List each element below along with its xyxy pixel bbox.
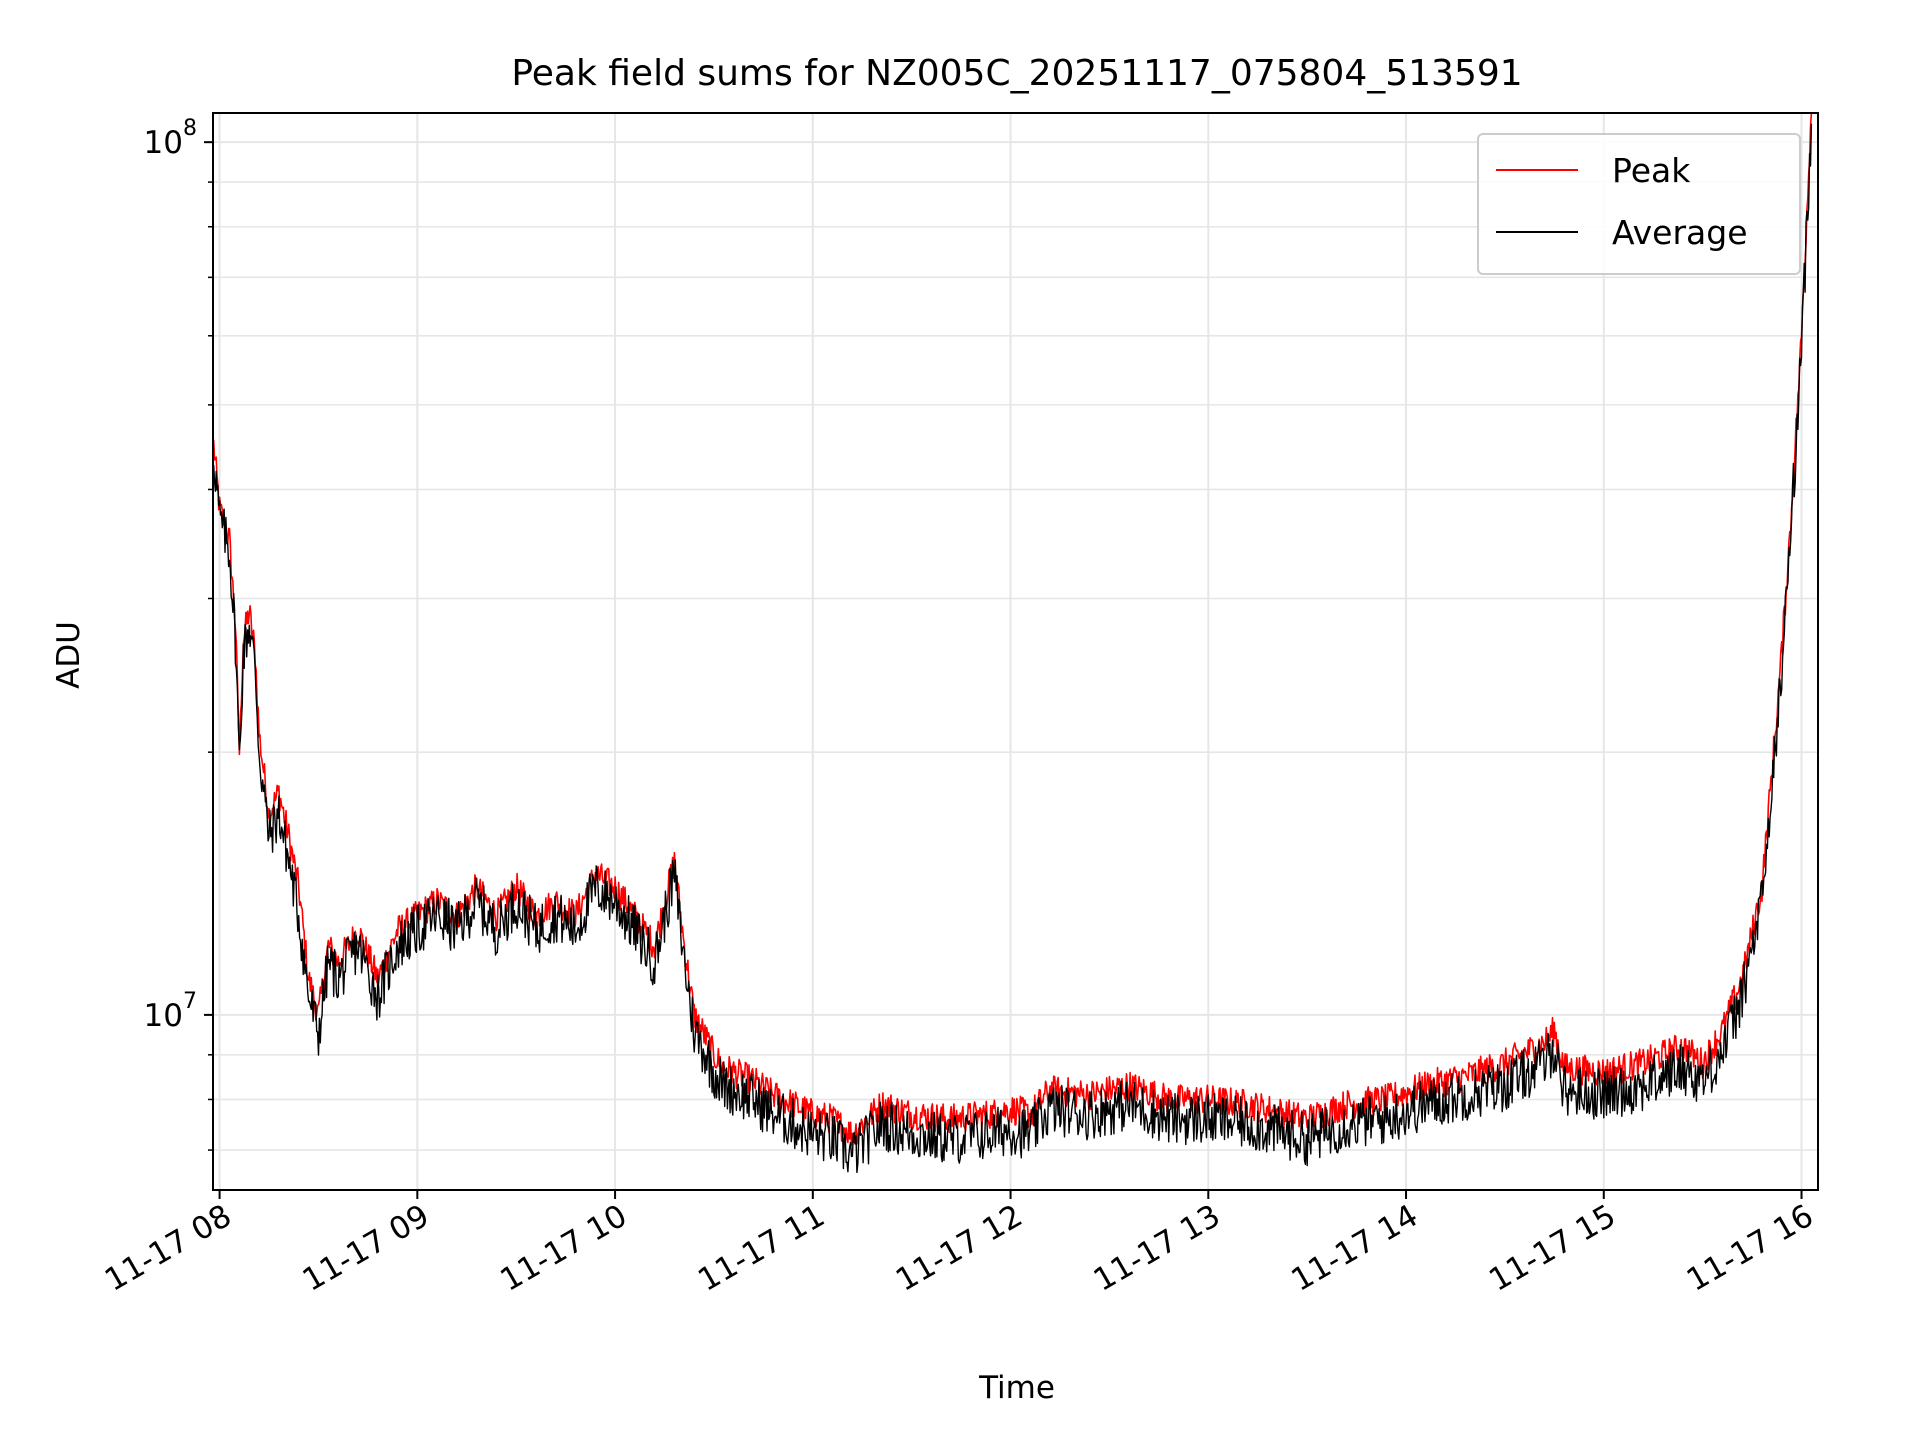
y-tick-label-exponent: 7: [183, 989, 197, 1014]
series-line-peak: [212, 112, 1813, 1147]
x-axis-label: Time: [978, 1370, 1055, 1406]
legend-label-peak: Peak: [1612, 151, 1691, 190]
y-tick-label: 10: [144, 998, 183, 1034]
legend-label-average: Average: [1612, 213, 1748, 252]
chart-title: Peak field sums for NZ005C_20251117_0758…: [511, 53, 1522, 94]
legend: Peak Average: [1477, 133, 1801, 275]
y-tick-label-exponent: 8: [183, 116, 197, 141]
plot-area-frame: [212, 112, 1819, 1191]
axis-ticks: [204, 141, 1803, 1199]
y-axis-label: ADU: [51, 621, 87, 689]
y-tick-label: 10: [144, 125, 183, 161]
series-line-average: [213, 123, 1813, 1174]
series-layer: [212, 112, 1813, 1174]
